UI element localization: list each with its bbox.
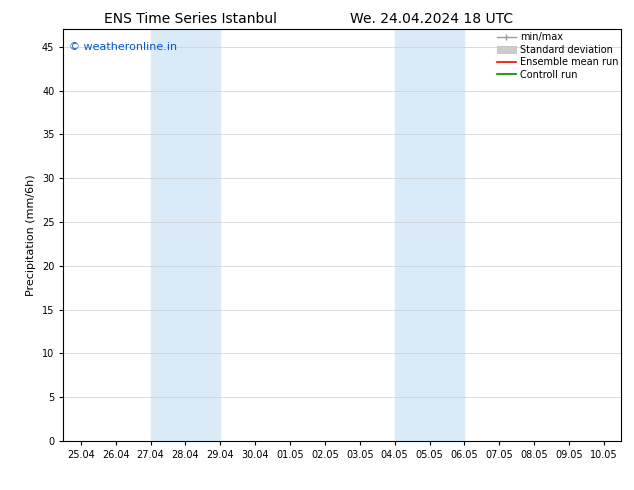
Text: ENS Time Series Istanbul: ENS Time Series Istanbul [104,12,276,26]
Bar [394,29,464,441]
Text: We. 24.04.2024 18 UTC: We. 24.04.2024 18 UTC [349,12,513,26]
Legend: min/max, Standard deviation, Ensemble mean run, Controll run: min/max, Standard deviation, Ensemble me… [496,32,618,79]
Bar [150,29,221,441]
Text: © weatheronline.in: © weatheronline.in [69,42,177,52]
Y-axis label: Precipitation (mm/6h): Precipitation (mm/6h) [27,174,36,296]
